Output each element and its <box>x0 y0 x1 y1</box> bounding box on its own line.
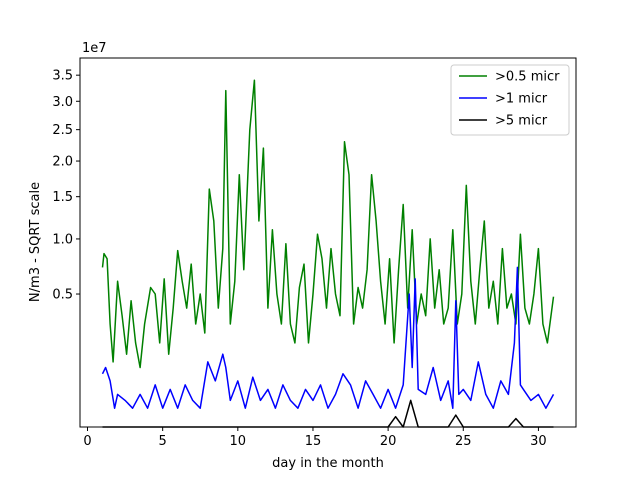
x-tick-label: 10 <box>230 434 247 449</box>
x-axis-label: day in the month <box>272 456 384 471</box>
series-line-1 <box>101 79 555 369</box>
legend-label: >5 micr <box>495 114 548 129</box>
series-line-2 <box>101 266 555 409</box>
legend-label: >0.5 micr <box>495 70 560 85</box>
x-axis: 0 5 10 15 20 25 30 <box>83 427 547 449</box>
y-axis-label: N/m3 - SQRT scale <box>28 182 43 302</box>
y-tick-label: 2.5 <box>52 123 73 138</box>
legend: >0.5 micr >1 micr >5 micr <box>450 64 570 136</box>
x-tick-label: 25 <box>455 434 472 449</box>
y-tick-label: 3.5 <box>52 69 73 84</box>
y-tick-label: 1.0 <box>52 232 73 247</box>
y-tick-label: 3.0 <box>52 95 73 110</box>
y-tick-label: 0.5 <box>52 288 73 303</box>
x-tick-label: 0 <box>83 434 91 449</box>
y-axis: 0.5 1.0 1.5 2.0 2.5 3.0 3.5 <box>52 69 80 303</box>
x-tick-label: 30 <box>530 434 547 449</box>
y-tick-label: 1.5 <box>52 190 73 205</box>
y-offset-label: 1e7 <box>82 41 107 56</box>
y-tick-label: 2.0 <box>52 155 73 170</box>
x-tick-label: 15 <box>305 434 322 449</box>
x-tick-label: 20 <box>380 434 397 449</box>
x-tick-label: 5 <box>159 434 167 449</box>
legend-box <box>450 64 570 136</box>
legend-label: >1 micr <box>495 92 548 107</box>
plot-frame <box>79 57 577 428</box>
